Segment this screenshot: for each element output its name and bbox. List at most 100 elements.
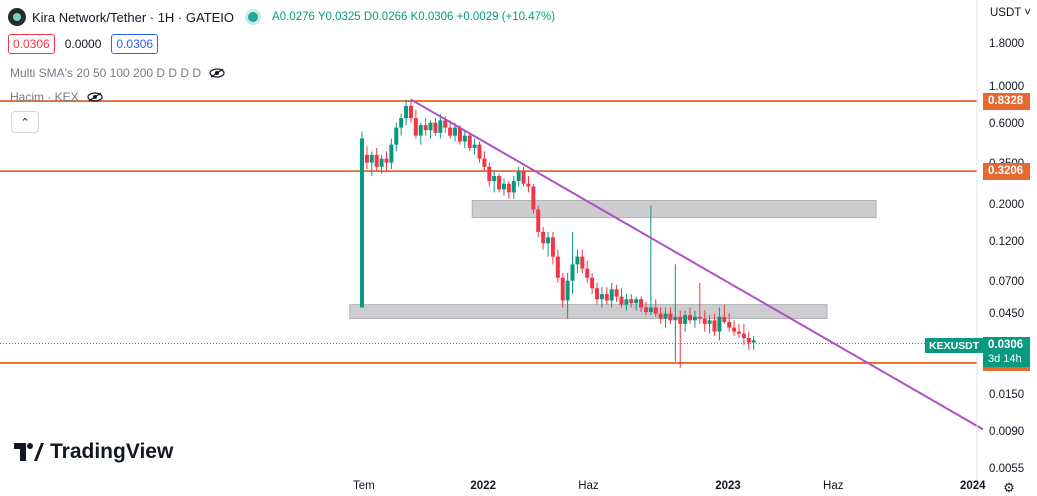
chevron-up-icon: ⌃ [20,116,30,129]
candle [472,138,477,155]
candle-body [369,154,374,163]
candle [433,118,438,136]
symbol-legend[interactable]: Kira Network/Tether · 1H · GATEIO A0.027… [8,8,555,26]
candle-body [595,288,600,300]
candle-body [413,118,418,136]
candle [619,288,624,308]
price-axis-tick: 1.8000 [989,37,1025,50]
hidden-eye-icon[interactable] [87,92,103,102]
current-price-value: 0.0306 [988,339,1024,351]
candle [648,205,653,316]
candle [477,141,482,163]
currency-selector[interactable]: USDT ˅ [990,7,1031,19]
candle [688,307,693,324]
price-axis-tick: 0.1200 [989,236,1025,249]
candle-body [360,138,364,308]
candle-body [702,318,707,324]
candle [389,138,394,170]
candle-body [467,135,472,148]
candle-body [580,256,585,269]
candle [702,310,707,332]
price-axis-tick: 0.0090 [989,426,1025,439]
candle [364,146,369,170]
price-axis-tick: 0.0150 [989,388,1025,401]
candle [590,273,595,295]
candle [482,151,487,172]
candle [506,181,511,199]
candle-body [727,322,732,328]
candle [384,151,389,172]
candle [526,176,531,193]
candle [369,151,374,177]
candle [580,249,585,274]
sell-price-button[interactable]: 0.0306 [8,34,55,54]
candle [570,231,575,295]
time-axis-tick: Tem [353,480,375,492]
candle [692,310,697,328]
candle-body [648,307,653,313]
candle-body [717,316,722,332]
candle [511,176,516,199]
candle-body [546,237,551,244]
candle-body [541,231,546,244]
candle [746,331,751,351]
candle [697,282,702,324]
candle-body [712,320,717,332]
collapse-legend-button[interactable]: ⌃ [11,111,39,133]
candle-body [653,307,658,314]
price-axis-tick: 1.0000 [989,80,1025,93]
candle [585,260,590,283]
buy-price-button[interactable]: 0.0306 [111,34,159,54]
candle-body [453,127,458,136]
candle-body [663,313,668,319]
candle [462,130,467,148]
gear-icon[interactable]: ⚙ [1003,480,1015,495]
candle [438,113,443,139]
sma-indicator-legend[interactable]: Multi SMA's 20 50 100 200 D D D D [10,66,225,80]
sma-indicator-label: Multi SMA's 20 50 100 200 D D D D [10,66,202,80]
candle [394,122,399,152]
level-price-tag: 0.3206 [983,162,1030,180]
price-axis-tick: 0.0055 [989,462,1025,475]
candle [560,273,565,308]
time-axis-tick: Haz [578,480,599,492]
candle [487,162,492,187]
candle [683,310,688,332]
symbol-title[interactable]: Kira Network/Tether · 1H · GATEIO [32,9,235,25]
candle-body [746,337,751,343]
ohlc-values: A0.0276 Y0.0325 D0.0266 K0.0306 +0.0029 … [272,11,556,23]
candle-body [379,158,384,167]
candle-body [585,268,590,278]
tradingview-logo[interactable]: TradingView [14,440,173,464]
candle [668,307,673,324]
candle [736,323,741,338]
volume-indicator-label: Hacim · KEX [10,90,79,104]
candle [546,231,551,257]
volume-indicator-legend[interactable]: Hacim · KEX [10,90,103,104]
candle [521,166,526,187]
candle-body [457,127,462,142]
candle [634,296,639,311]
candle-body [521,171,526,184]
candle-body [516,171,521,182]
candle-body [448,127,453,136]
candle [624,294,629,311]
candle-body [487,166,492,182]
candle [712,313,717,336]
candle [575,249,580,274]
spread-value: 0.0000 [64,37,102,51]
candle [609,282,614,308]
candle-body [477,144,482,159]
candle [550,231,555,265]
candle [639,296,644,313]
time-axis-tick: 2024 [960,480,986,492]
candle [541,226,546,250]
price-axis-tick: 0.0700 [989,275,1025,288]
candle-body [683,315,688,324]
candle-body [526,183,531,187]
candle [428,120,433,139]
hidden-eye-icon[interactable] [209,68,225,78]
candle-body [389,144,394,163]
